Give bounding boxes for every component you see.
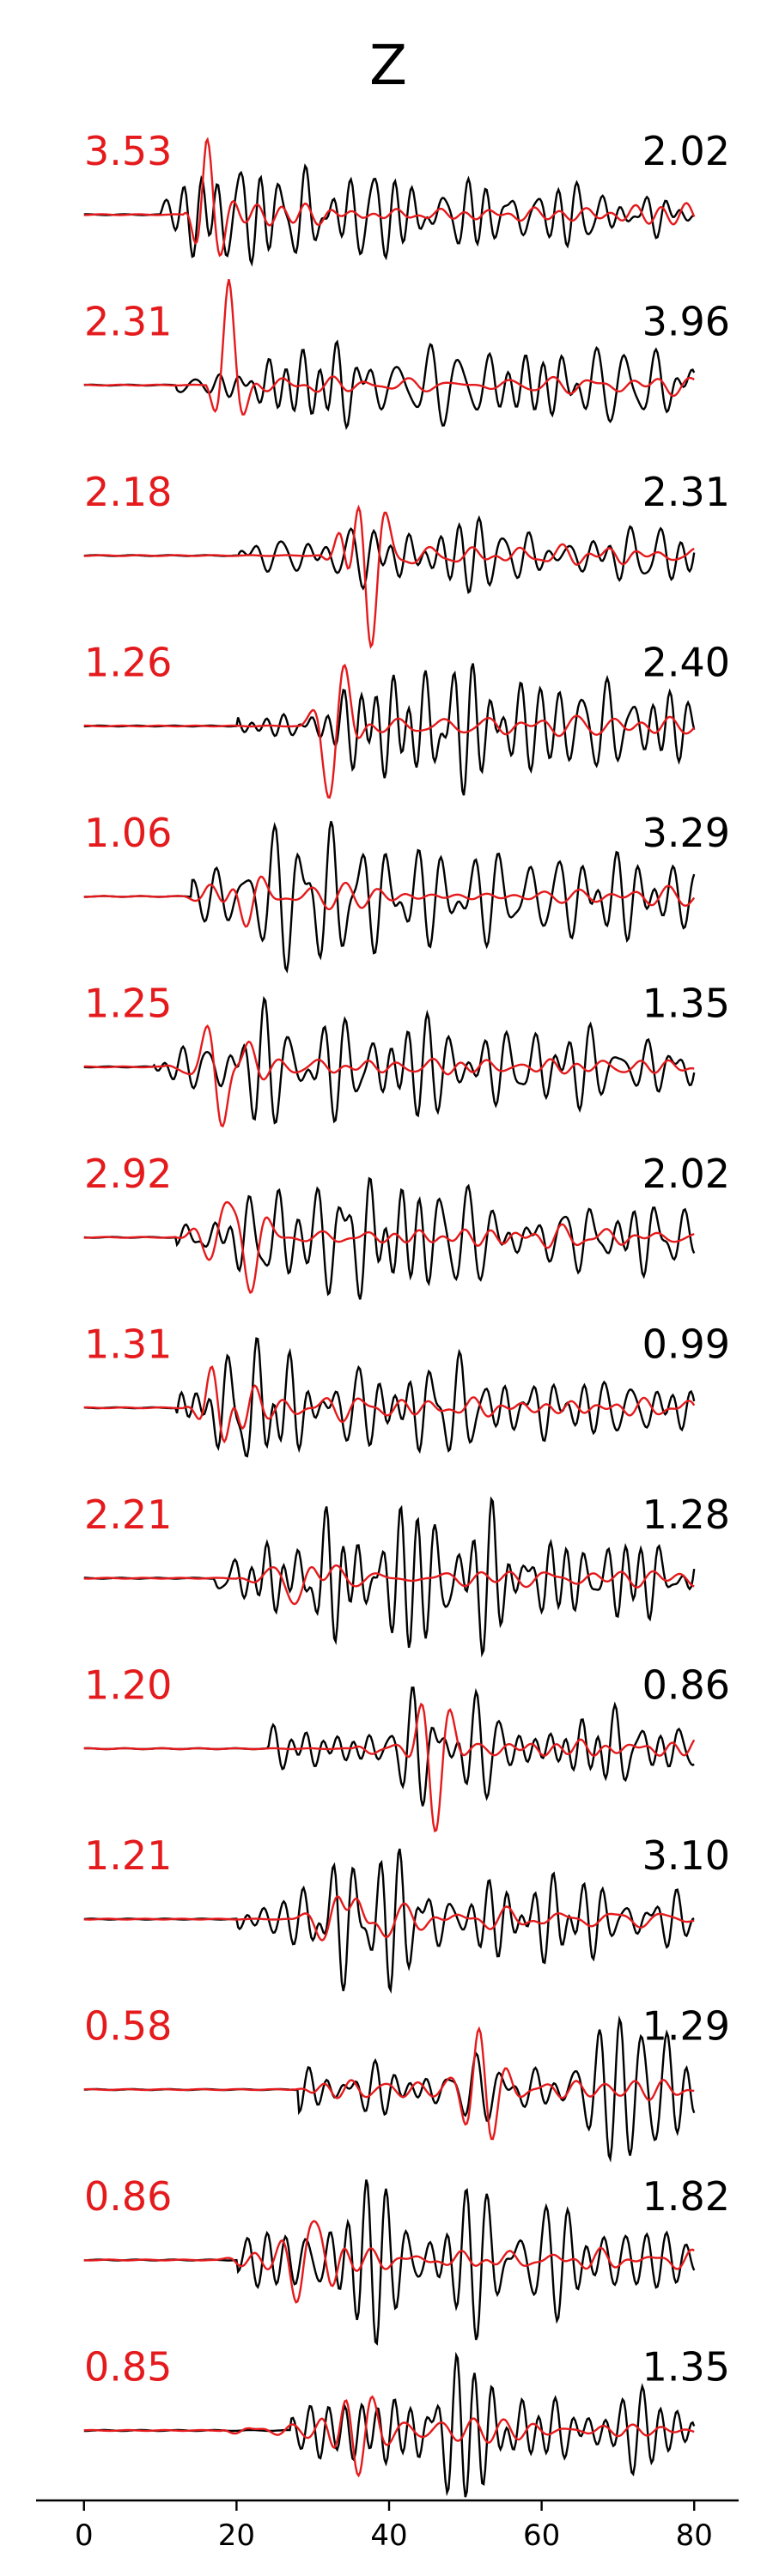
- observed-amplitude-label: 3.29: [642, 810, 730, 856]
- observed-trace: [83, 339, 696, 430]
- observed-amplitude-label: 0.86: [642, 1662, 730, 1709]
- synthetic-trace: [83, 1365, 696, 1444]
- synthetic-amplitude-label: 0.85: [84, 2344, 172, 2391]
- x-tick-label: 60: [523, 2518, 560, 2553]
- observed-amplitude-label: 2.02: [642, 128, 730, 174]
- synthetic-trace: [83, 1024, 695, 1128]
- observed-trace: [83, 995, 696, 1125]
- trace-pair: 0.58 1.29: [83, 2003, 730, 2163]
- trace-pair: 1.21 3.10: [83, 1832, 730, 1995]
- trace-pair: 2.18 2.31: [83, 469, 730, 649]
- synthetic-amplitude-label: 2.92: [84, 1151, 172, 1197]
- trace-pair: 2.31 3.96: [83, 279, 730, 430]
- trace-pair: 2.92 2.02: [83, 1151, 730, 1300]
- observed-trace: [83, 1176, 696, 1300]
- x-tick-label: 0: [75, 2518, 94, 2553]
- synthetic-trace: [83, 1200, 695, 1295]
- synthetic-amplitude-label: 2.18: [84, 469, 172, 515]
- observed-trace: [83, 1496, 696, 1658]
- observed-trace: [83, 2179, 696, 2346]
- synthetic-trace: [83, 2220, 695, 2304]
- observed-amplitude-label: 3.10: [642, 1832, 730, 1879]
- synthetic-amplitude-label: 0.86: [84, 2173, 172, 2220]
- observed-amplitude-label: 1.35: [642, 2344, 730, 2391]
- observed-amplitude-label: 1.82: [642, 2173, 730, 2220]
- synthetic-trace: [83, 1564, 695, 1606]
- observed-amplitude-label: 3.96: [642, 299, 730, 345]
- synthetic-trace: [83, 279, 695, 416]
- synthetic-amplitude-label: 1.26: [84, 640, 172, 686]
- trace-pair: 1.26 2.40: [83, 640, 730, 799]
- observed-amplitude-label: 2.02: [642, 1151, 730, 1197]
- x-tick-label: 20: [218, 2518, 255, 2553]
- synthetic-trace: [83, 2395, 695, 2478]
- observed-trace: [83, 163, 695, 267]
- synthetic-trace: [83, 1895, 695, 1941]
- observed-amplitude-label: 0.99: [642, 1321, 730, 1368]
- synthetic-amplitude-label: 1.20: [84, 1662, 172, 1709]
- trace-pair: 1.25 1.35: [83, 981, 730, 1128]
- synthetic-amplitude-label: 0.58: [84, 2003, 172, 2050]
- synthetic-amplitude-label: 1.25: [84, 981, 172, 1027]
- trace-pair: 3.53 2.02: [83, 128, 730, 267]
- synthetic-trace: [83, 1702, 696, 1833]
- synthetic-amplitude-label: 2.31: [84, 299, 172, 345]
- synthetic-amplitude-label: 1.31: [84, 1321, 172, 1368]
- observed-amplitude-label: 1.29: [642, 2003, 730, 2050]
- trace-pair: 0.85 1.35: [83, 2344, 730, 2498]
- trace-pair: 2.21 1.28: [83, 1492, 730, 1658]
- trace-pair: 1.20 0.86: [83, 1662, 730, 1833]
- observed-amplitude-label: 1.28: [642, 1492, 730, 1538]
- synthetic-trace: [83, 2026, 695, 2141]
- synthetic-amplitude-label: 3.53: [84, 128, 172, 174]
- synthetic-trace: [83, 504, 695, 649]
- x-tick-label: 40: [370, 2518, 407, 2553]
- synthetic-amplitude-label: 1.06: [84, 810, 172, 856]
- synthetic-amplitude-label: 1.21: [84, 1832, 172, 1879]
- trace-pair: 1.06 3.29: [83, 810, 730, 974]
- synthetic-trace: [83, 663, 696, 799]
- x-axis: 0 20 40 60 80: [36, 2499, 739, 2553]
- synthetic-amplitude-label: 2.21: [84, 1492, 172, 1538]
- observed-amplitude-label: 1.35: [642, 981, 730, 1027]
- chart-title: Z: [369, 34, 407, 98]
- x-tick-label: 80: [676, 2518, 713, 2553]
- synthetic-trace: [83, 875, 696, 928]
- synthetic-trace: [83, 137, 696, 258]
- observed-amplitude-label: 2.31: [642, 469, 730, 515]
- trace-pair: 0.86 1.82: [83, 2173, 730, 2346]
- trace-pair: 1.31 0.99: [83, 1321, 730, 1458]
- observed-trace: [83, 1337, 696, 1458]
- traces-layer: 3.53 2.02 2.31 3.96 2.18 2.31 1.26 2.40 1.06 3.29…: [83, 128, 730, 2498]
- observed-amplitude-label: 2.40: [642, 640, 730, 686]
